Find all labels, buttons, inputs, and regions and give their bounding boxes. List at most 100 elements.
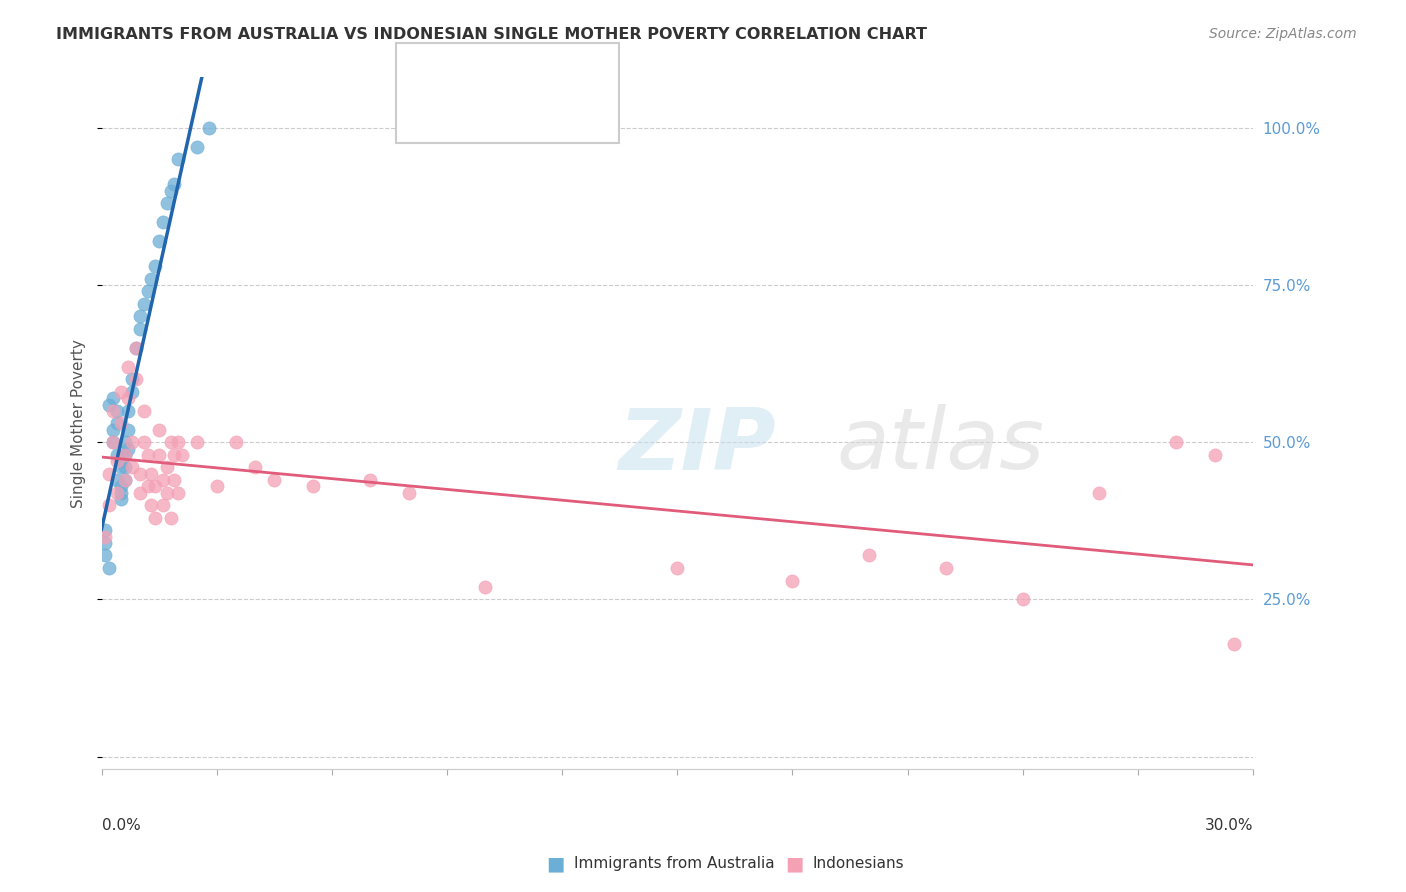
Point (114, 473, 136, 487)
Text: IMMIGRANTS FROM AUSTRALIA VS INDONESIAN SINGLE MOTHER POVERTY CORRELATION CHART: IMMIGRANTS FROM AUSTRALIA VS INDONESIAN … (56, 27, 927, 42)
Text: N =: N = (551, 71, 588, 89)
Point (132, 404, 155, 418)
Point (94, 530, 117, 544)
Point (94, 549, 117, 563)
Point (167, 152, 190, 166)
Point (121, 460, 143, 475)
Point (105, 448, 128, 462)
Text: 0.0%: 0.0% (101, 818, 141, 833)
Point (156, 196, 179, 211)
Point (148, 423, 170, 437)
Text: R =: R = (447, 104, 484, 122)
Point (132, 297, 155, 311)
Point (129, 310, 152, 324)
Point (114, 448, 136, 462)
Point (359, 473, 381, 487)
Point (117, 423, 139, 437)
Point (101, 423, 124, 437)
Point (136, 448, 159, 462)
Point (110, 479, 132, 493)
Point (782, 574, 804, 588)
Point (114, 448, 136, 462)
Point (110, 417, 132, 431)
Point (129, 467, 152, 481)
Point (186, 139, 208, 153)
Point (136, 285, 159, 299)
Point (1088, 485, 1111, 500)
Text: 30.0%: 30.0% (1205, 818, 1253, 833)
Point (152, 498, 174, 512)
Point (152, 473, 174, 487)
Point (143, 510, 166, 524)
Point (121, 384, 143, 399)
Point (935, 561, 957, 575)
Point (110, 460, 132, 475)
Point (159, 510, 181, 524)
Point (1223, 636, 1246, 650)
Point (121, 372, 143, 386)
Point (136, 479, 159, 493)
Point (263, 473, 285, 487)
Point (148, 234, 170, 248)
Point (156, 485, 179, 500)
Point (101, 435, 124, 450)
Point (398, 485, 420, 500)
Point (666, 561, 689, 575)
Point (94, 536, 117, 550)
Point (1166, 435, 1188, 450)
Point (117, 359, 139, 374)
Point (163, 473, 186, 487)
Point (105, 473, 128, 487)
Text: ZIP: ZIP (619, 404, 776, 488)
Point (143, 259, 166, 273)
Point (858, 549, 880, 563)
Point (1204, 448, 1226, 462)
Point (186, 435, 208, 450)
Point (94, 524, 117, 538)
Point (114, 460, 136, 475)
Point (114, 435, 136, 450)
Point (167, 435, 190, 450)
Point (101, 391, 124, 405)
Text: 58: 58 (588, 104, 613, 122)
Point (129, 322, 152, 336)
Point (110, 384, 132, 399)
Point (110, 485, 132, 500)
Point (1011, 592, 1033, 607)
Point (132, 435, 155, 450)
Point (159, 435, 181, 450)
Point (98, 498, 121, 512)
Text: ■: ■ (785, 854, 804, 873)
Point (101, 435, 124, 450)
Text: Source: ZipAtlas.com: Source: ZipAtlas.com (1209, 27, 1357, 41)
Point (121, 435, 143, 450)
Text: 0.735: 0.735 (485, 71, 541, 89)
Point (117, 442, 139, 456)
Text: Indonesians: Indonesians (813, 856, 904, 871)
Point (117, 391, 139, 405)
Y-axis label: Single Mother Poverty: Single Mother Poverty (72, 339, 86, 508)
Point (163, 178, 186, 192)
Point (159, 184, 181, 198)
Point (114, 473, 136, 487)
Point (105, 404, 128, 418)
Point (141, 467, 163, 481)
Point (141, 498, 163, 512)
Point (117, 404, 139, 418)
Point (125, 341, 148, 355)
Point (198, 120, 221, 135)
Point (205, 479, 228, 493)
Point (474, 580, 496, 594)
Text: N =: N = (551, 104, 588, 122)
Point (243, 460, 266, 475)
Point (141, 271, 163, 285)
Point (156, 460, 179, 475)
Point (148, 448, 170, 462)
Point (98, 561, 121, 575)
Text: ■: ■ (546, 854, 565, 873)
Text: R =: R = (447, 71, 484, 89)
Point (105, 417, 128, 431)
Point (110, 491, 132, 506)
Point (98, 467, 121, 481)
Text: Immigrants from Australia: Immigrants from Australia (574, 856, 775, 871)
